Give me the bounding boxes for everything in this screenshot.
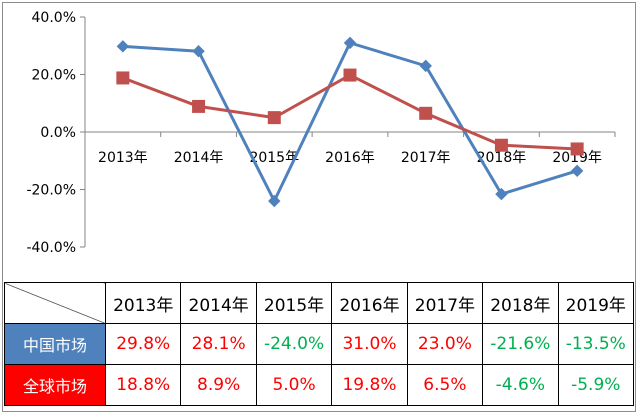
table-cell: 19.8% — [331, 364, 408, 406]
table-cell: -5.9% — [557, 364, 635, 406]
series-label-china: 中国市场 — [4, 323, 106, 365]
table-cell: -24.0% — [255, 323, 333, 365]
x-tick-label: 2015年 — [249, 150, 299, 166]
table-row-global: 全球市场 18.8% 8.9% 5.0% 19.8% 6.5% -4.6% -5… — [4, 364, 635, 406]
series-markers — [116, 36, 584, 208]
x-tick-label: 2016年 — [325, 150, 375, 166]
table-header-cell: 2019年 — [557, 282, 635, 324]
table-cell: 18.8% — [104, 364, 182, 406]
table-header-cell: 2018年 — [482, 282, 559, 324]
data-point-china — [192, 45, 205, 58]
x-tick-label: 2017年 — [401, 150, 451, 166]
y-tick-label: 20.0% — [32, 68, 76, 84]
data-point-china — [495, 187, 508, 201]
data-point-global — [570, 142, 584, 156]
data-point-global — [419, 106, 433, 120]
data-point-global — [116, 71, 130, 85]
table-corner-cell — [4, 282, 106, 324]
table-row-china: 中国市场 29.8% 28.1% -24.0% 31.0% 23.0% -21.… — [4, 323, 635, 365]
data-point-global — [267, 111, 281, 125]
table-cell: 23.0% — [406, 323, 484, 365]
y-tick-label: 0.0% — [40, 125, 76, 141]
chart-frame — [2, 2, 636, 412]
table-header-row: 2013年 2014年 2015年 2016年 2017年 2018年 2019… — [4, 282, 635, 324]
x-tick-label: 2019年 — [552, 150, 602, 166]
line-chart: 40.0%20.0%0.0%-20.0%-40.0% 2013年 2014年 201… — [26, 10, 616, 256]
table-header-cell: 2016年 — [331, 282, 408, 324]
table-header-cell: 2013年 — [104, 282, 182, 324]
data-point-global — [494, 138, 508, 152]
table-header-cell: 2014年 — [180, 282, 257, 324]
data-table: 2013年 2014年 2015年 2016年 2017年 2018年 2019… — [4, 282, 635, 406]
x-tick-label: 2014年 — [174, 150, 224, 166]
data-point-china — [419, 59, 432, 73]
data-point-china — [268, 194, 281, 208]
data-point-china — [116, 40, 130, 53]
table-cell: -4.6% — [482, 364, 559, 406]
series-lines — [122, 41, 578, 203]
data-point-global — [192, 99, 206, 113]
data-point-china — [343, 36, 357, 50]
table-cell: 8.9% — [180, 364, 257, 406]
table-header-cell: 2015年 — [255, 282, 333, 324]
chart-axes — [84, 17, 615, 247]
x-axis-ticks: 2013年 2014年 2015年 2016年 2017年 2018年 2019年 — [84, 132, 616, 166]
table-cell: -21.6% — [482, 323, 559, 365]
y-axis-ticks: 40.0% 20.0% 0.0% -20.0% -40.0% — [26, 10, 85, 256]
table-cell: -13.5% — [557, 323, 635, 365]
table-cell: 31.0% — [331, 323, 408, 365]
y-tick-label: 40.0% — [32, 10, 76, 26]
x-tick-label: 2013年 — [98, 150, 148, 166]
table-cell: 29.8% — [104, 323, 182, 365]
data-point-china — [570, 164, 584, 178]
x-tick-label: 2018年 — [477, 150, 527, 166]
table-cell: 5.0% — [255, 364, 333, 406]
series-line-global — [122, 73, 578, 151]
table-cell: 28.1% — [180, 323, 257, 365]
series-line-china — [122, 41, 578, 203]
series-label-global: 全球市场 — [4, 364, 106, 406]
table-header-cell: 2017年 — [406, 282, 484, 324]
y-tick-label: -40.0% — [26, 240, 76, 256]
table-cell: 6.5% — [406, 364, 484, 406]
data-point-global — [343, 68, 357, 82]
y-tick-label: -20.0% — [26, 183, 76, 199]
